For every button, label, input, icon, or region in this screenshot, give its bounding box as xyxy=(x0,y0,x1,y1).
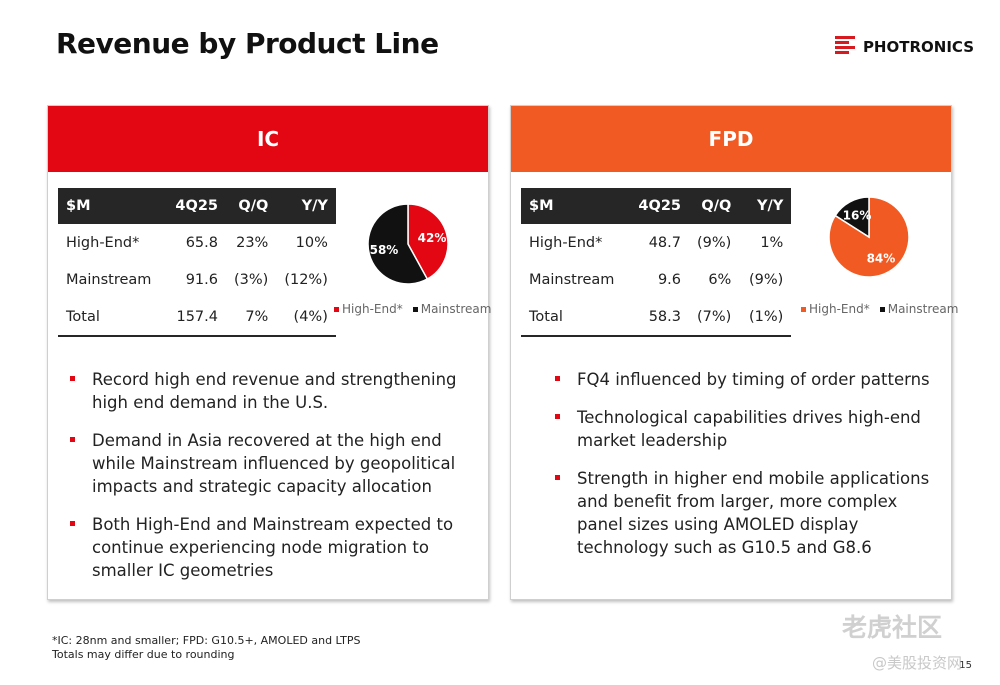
legend-item: Mainstream xyxy=(879,302,959,316)
column-header: Q/Q xyxy=(689,188,740,224)
fpd-panel-header: FPD xyxy=(511,106,951,172)
bullet-text: Strength in higher end mobile applicatio… xyxy=(577,469,930,557)
table-row: High-End* 48.7 (9%) 1% xyxy=(521,224,791,261)
bullet-text: FQ4 influenced by timing of order patter… xyxy=(577,370,930,389)
footnote-line: Totals may differ due to rounding xyxy=(52,648,235,661)
legend-item: High-End* xyxy=(801,302,870,316)
pie-slice xyxy=(407,203,449,281)
ic-pie-legend: High-End* Mainstream xyxy=(334,302,491,316)
column-header: $M xyxy=(58,188,166,224)
bullet-text: Both High-End and Mainstream expected to… xyxy=(92,515,454,580)
fpd-bullet-list: FQ4 influenced by timing of order patter… xyxy=(553,368,943,574)
legend-item: High-End* xyxy=(334,302,403,316)
pie-slice-label: 16% xyxy=(843,208,872,222)
legend-swatch xyxy=(334,307,339,312)
page-title: Revenue by Product Line xyxy=(56,27,439,60)
list-item: Demand in Asia recovered at the high end… xyxy=(68,429,478,498)
row-label: Total xyxy=(58,298,166,337)
column-header: Y/Y xyxy=(276,188,336,224)
pie-slice-label: 58% xyxy=(370,243,399,257)
table-cell: 6% xyxy=(708,271,732,288)
list-item: Technological capabilities drives high-e… xyxy=(553,406,943,452)
fpd-pie-chart: 84% 16% xyxy=(828,196,910,278)
table-header-row: $M 4Q25 Q/Q Y/Y xyxy=(521,188,792,224)
pie-slice-label: 42% xyxy=(418,231,447,245)
legend-swatch xyxy=(801,307,806,312)
pie-slice-label: 84% xyxy=(867,252,896,266)
footnote-line: *IC: 28nm and smaller; FPD: G10.5+, AMOL… xyxy=(52,634,361,647)
row-label: Mainstream xyxy=(66,271,152,288)
fpd-pie-legend: High-End* Mainstream xyxy=(801,302,958,316)
row-label: High-End* xyxy=(529,234,603,251)
ic-pie-chart: 42% 58% xyxy=(367,203,449,285)
table-cell: 91.6 xyxy=(185,271,218,288)
legend-label: Mainstream xyxy=(887,302,959,316)
table-row-total: Total 58.3 (7%) (1%) xyxy=(521,298,792,337)
table-cell: 58.3 xyxy=(629,298,689,337)
pie-slice xyxy=(367,203,429,285)
legend-label: High-End* xyxy=(809,302,870,316)
column-header: Y/Y xyxy=(739,188,792,224)
table-cell: 1% xyxy=(760,234,784,251)
legend-item: Mainstream xyxy=(412,302,492,316)
ic-revenue-table: $M 4Q25 Q/Q Y/Y High-End* 65.8 23% 10% M… xyxy=(58,188,336,337)
column-header: $M xyxy=(521,188,629,224)
table-header-row: $M 4Q25 Q/Q Y/Y xyxy=(58,188,336,224)
table-cell: (9%) xyxy=(749,271,784,288)
ic-panel-header: IC xyxy=(48,106,488,172)
ic-bullet-list: Record high end revenue and strengthenin… xyxy=(68,368,478,597)
table-cell: 23% xyxy=(236,234,269,251)
bullet-square-icon xyxy=(555,475,560,480)
table-cell: 7% xyxy=(226,298,277,337)
table-cell: (3%) xyxy=(234,271,269,288)
legend-label: Mainstream xyxy=(420,302,492,316)
page-number: 15 xyxy=(959,660,972,671)
pie-slice xyxy=(834,196,870,239)
bullet-text: Demand in Asia recovered at the high end… xyxy=(92,431,456,496)
bullet-square-icon xyxy=(70,376,75,381)
table-cell: (9%) xyxy=(697,234,732,251)
table-cell: 9.6 xyxy=(657,271,681,288)
bullet-square-icon xyxy=(555,414,560,419)
list-item: Both High-End and Mainstream expected to… xyxy=(68,513,478,582)
column-header: Q/Q xyxy=(226,188,277,224)
row-label: High-End* xyxy=(66,234,140,251)
row-label: Total xyxy=(521,298,629,337)
column-header: 4Q25 xyxy=(166,188,226,224)
row-label: Mainstream xyxy=(529,271,615,288)
list-item: FQ4 influenced by timing of order patter… xyxy=(553,368,943,391)
table-row: High-End* 65.8 23% 10% xyxy=(58,224,336,261)
list-item: Strength in higher end mobile applicatio… xyxy=(553,467,943,559)
legend-swatch xyxy=(412,307,418,312)
bullet-text: Record high end revenue and strengthenin… xyxy=(92,370,457,412)
table-cell: (7%) xyxy=(689,298,740,337)
table-row: Mainstream 91.6 (3%) (12%) xyxy=(58,261,336,298)
bullet-square-icon xyxy=(70,437,75,442)
list-item: Record high end revenue and strengthenin… xyxy=(68,368,478,414)
table-row-total: Total 157.4 7% (4%) xyxy=(58,298,336,337)
footnote: *IC: 28nm and smaller; FPD: G10.5+, AMOL… xyxy=(52,634,361,662)
legend-swatch xyxy=(879,307,885,312)
photronics-logo-icon xyxy=(834,36,855,58)
legend-label: High-End* xyxy=(342,302,403,316)
table-cell: 157.4 xyxy=(166,298,226,337)
table-cell: 65.8 xyxy=(185,234,218,251)
table-cell: (1%) xyxy=(739,298,792,337)
fpd-revenue-table: $M 4Q25 Q/Q Y/Y High-End* 48.7 (9%) 1% M… xyxy=(521,188,792,337)
ic-panel: IC $M 4Q25 Q/Q Y/Y High-End* 65.8 23% 10… xyxy=(47,105,491,600)
table-cell: (4%) xyxy=(276,298,336,337)
table-row: Mainstream 9.6 6% (9%) xyxy=(521,261,791,298)
company-logo: PHOTRONICS xyxy=(834,36,974,58)
table-cell: (12%) xyxy=(284,271,328,288)
bullet-square-icon xyxy=(555,376,560,381)
watermark-text: 老虎社区 xyxy=(842,613,943,642)
logo-text: PHOTRONICS xyxy=(862,38,974,56)
fpd-panel: FPD $M 4Q25 Q/Q Y/Y High-End* 48.7 (9%) … xyxy=(510,105,958,600)
table-cell: 48.7 xyxy=(648,234,681,251)
bullet-square-icon xyxy=(70,521,75,526)
bullet-text: Technological capabilities drives high-e… xyxy=(577,408,921,450)
watermark-subtext: @美股投资网 xyxy=(872,654,963,672)
column-header: 4Q25 xyxy=(629,188,689,224)
table-cell: 10% xyxy=(295,234,328,251)
